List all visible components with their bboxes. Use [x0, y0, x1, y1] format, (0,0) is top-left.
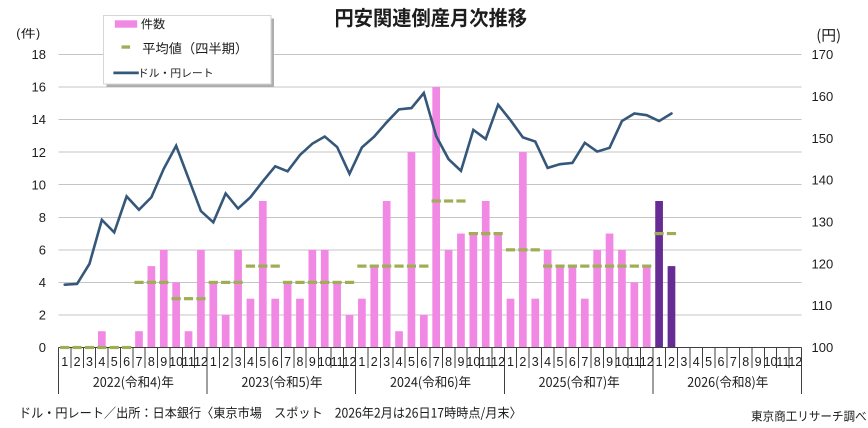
svg-text:10: 10	[764, 355, 778, 369]
svg-text:12: 12	[788, 355, 802, 369]
svg-text:10: 10	[169, 355, 183, 369]
svg-text:3: 3	[383, 355, 390, 369]
svg-text:11: 11	[628, 355, 641, 369]
svg-text:7: 7	[136, 355, 143, 369]
svg-text:5: 5	[259, 355, 266, 369]
svg-text:5: 5	[557, 355, 564, 369]
svg-text:1: 1	[656, 355, 663, 369]
svg-text:1: 1	[358, 355, 365, 369]
svg-text:12: 12	[194, 355, 208, 369]
svg-text:8: 8	[445, 355, 452, 369]
svg-text:150: 150	[812, 131, 834, 146]
svg-text:5: 5	[705, 355, 712, 369]
svg-text:10: 10	[466, 355, 480, 369]
svg-text:140: 140	[812, 173, 834, 188]
svg-text:3: 3	[680, 355, 687, 369]
svg-text:3: 3	[235, 355, 242, 369]
svg-text:6: 6	[420, 355, 427, 369]
svg-text:4: 4	[693, 355, 700, 369]
svg-text:10: 10	[32, 177, 46, 192]
svg-text:2: 2	[668, 355, 675, 369]
svg-text:10: 10	[318, 355, 332, 369]
svg-text:170: 170	[812, 47, 834, 62]
svg-text:3: 3	[86, 355, 93, 369]
svg-text:1: 1	[210, 355, 217, 369]
svg-text:0: 0	[39, 340, 46, 355]
svg-text:7: 7	[284, 355, 291, 369]
svg-text:6: 6	[569, 355, 576, 369]
svg-text:4: 4	[544, 355, 551, 369]
svg-text:120: 120	[812, 256, 834, 271]
svg-text:9: 9	[160, 355, 167, 369]
svg-text:11: 11	[331, 355, 344, 369]
svg-text:9: 9	[309, 355, 316, 369]
svg-text:5: 5	[408, 355, 415, 369]
svg-text:11: 11	[776, 355, 789, 369]
svg-text:10: 10	[615, 355, 629, 369]
svg-text:160: 160	[812, 89, 834, 104]
svg-text:9: 9	[606, 355, 613, 369]
svg-text:6: 6	[718, 355, 725, 369]
svg-text:4: 4	[39, 275, 46, 290]
svg-text:11: 11	[182, 355, 195, 369]
svg-text:8: 8	[742, 355, 749, 369]
svg-text:6: 6	[39, 242, 46, 257]
svg-text:4: 4	[247, 355, 254, 369]
svg-text:8: 8	[148, 355, 155, 369]
svg-text:2: 2	[371, 355, 378, 369]
svg-text:7: 7	[433, 355, 440, 369]
svg-text:8: 8	[594, 355, 601, 369]
svg-text:2: 2	[74, 355, 81, 369]
svg-text:2: 2	[39, 308, 46, 323]
svg-text:1: 1	[507, 355, 514, 369]
svg-text:14: 14	[32, 112, 46, 127]
svg-text:16: 16	[32, 80, 46, 95]
svg-text:12: 12	[491, 355, 505, 369]
svg-text:5: 5	[111, 355, 118, 369]
svg-text:7: 7	[581, 355, 588, 369]
svg-text:9: 9	[755, 355, 762, 369]
svg-text:130: 130	[812, 215, 834, 230]
svg-text:12: 12	[640, 355, 654, 369]
svg-text:1: 1	[61, 355, 68, 369]
svg-text:4: 4	[396, 355, 403, 369]
svg-text:18: 18	[32, 47, 46, 62]
svg-text:3: 3	[532, 355, 539, 369]
svg-text:6: 6	[123, 355, 130, 369]
svg-text:8: 8	[297, 355, 304, 369]
svg-text:110: 110	[812, 298, 833, 313]
svg-text:2: 2	[222, 355, 229, 369]
svg-text:8: 8	[39, 210, 46, 225]
svg-text:4: 4	[98, 355, 105, 369]
svg-text:7: 7	[730, 355, 737, 369]
svg-text:12: 12	[32, 145, 46, 160]
svg-text:2: 2	[519, 355, 526, 369]
svg-text:6: 6	[272, 355, 279, 369]
svg-text:12: 12	[343, 355, 357, 369]
svg-text:11: 11	[479, 355, 492, 369]
svg-text:100: 100	[812, 340, 834, 355]
svg-text:9: 9	[457, 355, 464, 369]
